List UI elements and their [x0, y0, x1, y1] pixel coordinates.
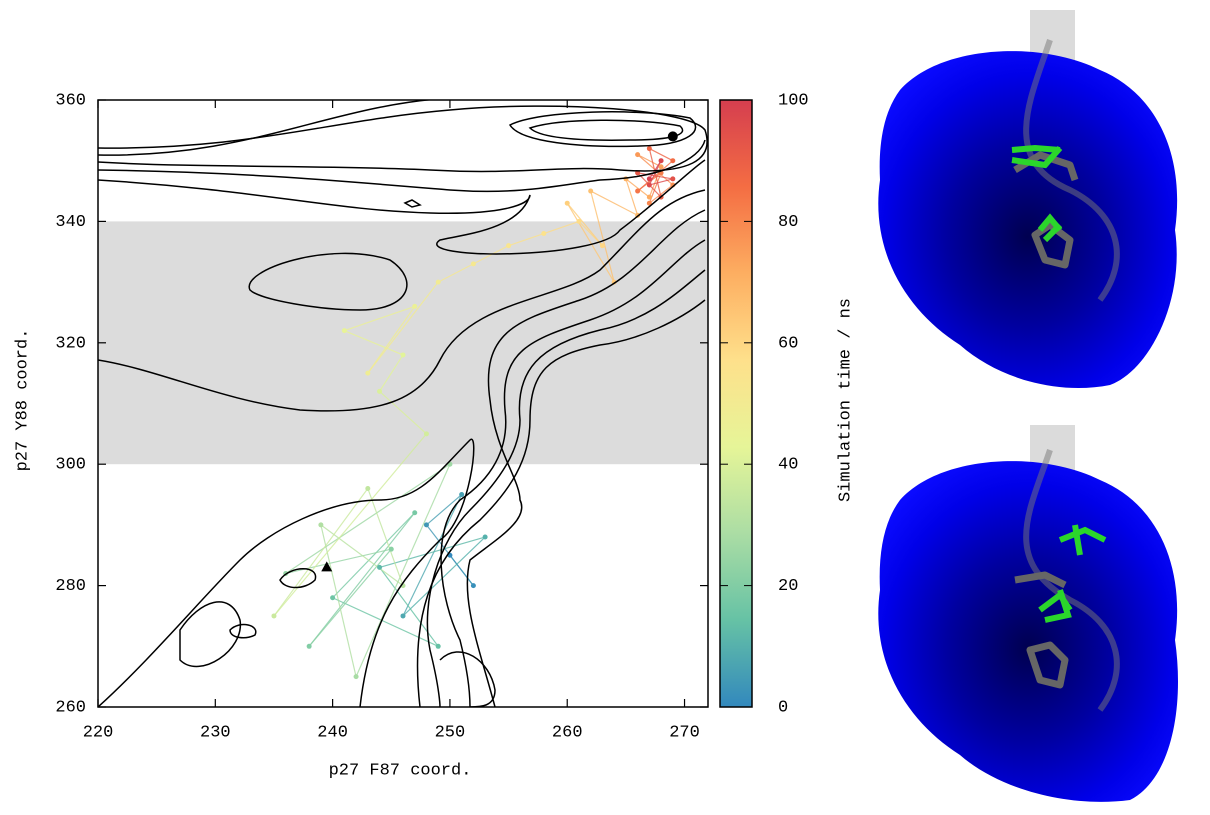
point — [635, 152, 640, 157]
contour — [230, 569, 316, 638]
contour — [98, 106, 707, 171]
point — [436, 280, 441, 285]
point — [576, 219, 581, 224]
point — [600, 243, 605, 248]
contour — [530, 120, 683, 140]
x-tick-label: 270 — [669, 723, 700, 742]
x-axis-label: p27 F87 coord. — [329, 761, 472, 780]
point — [647, 182, 652, 187]
point — [424, 522, 429, 527]
point — [541, 231, 546, 236]
point — [365, 371, 370, 376]
point — [401, 613, 406, 618]
y-tick-label: 280 — [55, 577, 86, 596]
point — [412, 510, 417, 515]
colorbar-tick-label: 60 — [778, 334, 798, 353]
x-tick-label: 260 — [552, 723, 583, 742]
point — [659, 164, 664, 169]
colorbar — [720, 100, 752, 707]
point — [342, 328, 347, 333]
point — [647, 195, 652, 200]
trajectory-segment — [286, 549, 392, 573]
point — [471, 261, 476, 266]
trajectory-segment — [309, 549, 391, 646]
point — [459, 492, 464, 497]
point — [647, 176, 652, 181]
colorbar-tick-label: 0 — [778, 698, 788, 717]
contour — [405, 200, 420, 207]
point — [471, 583, 476, 588]
trajectory-segment — [403, 495, 462, 616]
x-tick-label: 250 — [435, 723, 466, 742]
x-tick-label: 230 — [200, 723, 231, 742]
point — [659, 158, 664, 163]
y-tick-label: 340 — [55, 213, 86, 232]
contour — [510, 112, 696, 147]
point — [483, 535, 488, 540]
point — [424, 431, 429, 436]
y-tick-label: 360 — [55, 91, 86, 110]
point — [389, 547, 394, 552]
point — [307, 644, 312, 649]
point — [365, 486, 370, 491]
point — [436, 644, 441, 649]
x-tick-label: 240 — [317, 723, 348, 742]
point — [647, 146, 652, 151]
point — [330, 595, 335, 600]
point — [506, 243, 511, 248]
y-tick-label: 300 — [55, 456, 86, 475]
point — [565, 201, 570, 206]
point — [670, 176, 675, 181]
marker-circle — [668, 131, 678, 141]
colorbar-tick-label: 20 — [778, 577, 798, 596]
point — [670, 158, 675, 163]
y-axis-label: p27 Y88 coord. — [13, 329, 32, 472]
trajectory-segment — [274, 488, 368, 615]
colorbar-tick-label: 40 — [778, 456, 798, 475]
point — [377, 565, 382, 570]
point — [271, 613, 276, 618]
y-tick-label: 260 — [55, 698, 86, 717]
x-tick-label: 220 — [83, 723, 114, 742]
point — [412, 304, 417, 309]
point — [588, 189, 593, 194]
colorbar-tick-label: 80 — [778, 213, 798, 232]
point — [401, 352, 406, 357]
colorbar-tick-label: 100 — [778, 91, 809, 110]
molecule-top — [878, 10, 1177, 388]
point — [318, 522, 323, 527]
y-tick-label: 320 — [55, 334, 86, 353]
molecule-bottom — [878, 425, 1178, 802]
point — [354, 674, 359, 679]
trajectory-segment — [333, 598, 439, 647]
point — [377, 389, 382, 394]
plot-area — [98, 146, 708, 679]
point — [635, 189, 640, 194]
colorbar-label: Simulation time / ns — [836, 298, 855, 502]
figure: p27 F87 coord. p27 Y88 coord. Simulation… — [0, 0, 1210, 810]
